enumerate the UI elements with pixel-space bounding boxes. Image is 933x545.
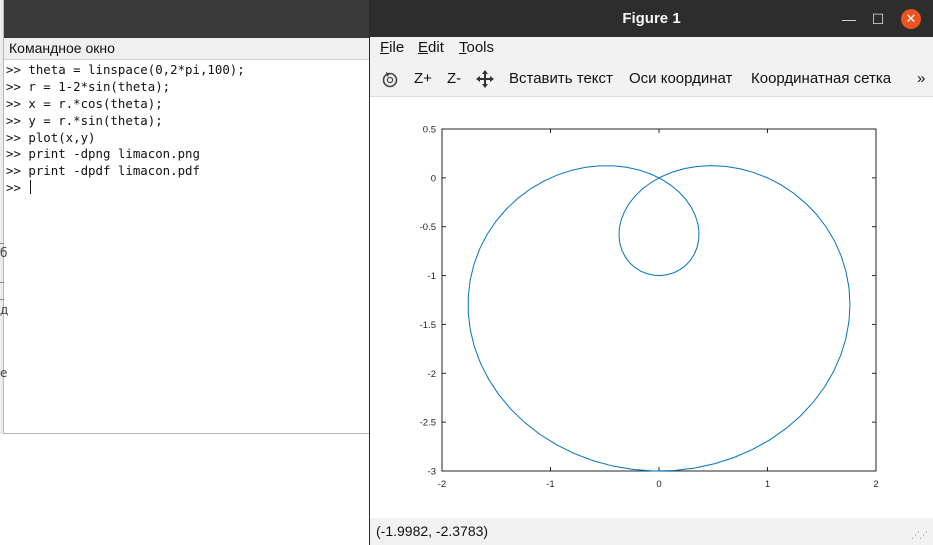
pan-move-icon[interactable] <box>475 69 495 89</box>
y-tick-label: 0.5 <box>423 125 436 136</box>
desktop-background <box>0 434 370 545</box>
background-window-glyph: б <box>0 246 8 260</box>
zoom-out-button[interactable]: Z- <box>447 70 462 87</box>
x-tick-label: 0 <box>656 479 661 490</box>
menu-file[interactable]: File <box>380 39 404 56</box>
y-tick-label: -2 <box>428 369 436 380</box>
zoom-in-button[interactable]: Z+ <box>414 70 432 87</box>
y-tick-label: 0 <box>431 173 436 184</box>
y-tick-label: -1.5 <box>420 320 436 331</box>
maximize-button[interactable]: ☐ <box>871 11 885 27</box>
menu-tools[interactable]: Tools <box>459 39 494 56</box>
plot-canvas[interactable]: -2 -1 0 1 2 0.5 0 -0.5 -1 -1.5 -2 -2.5 -3 <box>370 97 933 518</box>
axes-box <box>441 128 877 472</box>
command-line: >> x = r.*cos(theta); <box>6 95 163 111</box>
background-window-glyph: е <box>0 366 8 380</box>
command-window[interactable]: Командное окно >> theta = linspace(0,2*p… <box>3 0 375 434</box>
command-window-titlebar[interactable] <box>4 0 374 38</box>
command-line: >> print -dpdf limacon.pdf <box>6 163 200 179</box>
menu-accel: T <box>459 39 467 56</box>
y-tick-label: -2.5 <box>420 418 436 429</box>
x-tick-label: -1 <box>546 479 554 490</box>
command-window-title: Командное окно <box>4 38 374 60</box>
status-bar: (-1.9982, -2.3783) ⋰⋰ <box>370 518 933 545</box>
minimize-button[interactable]: — <box>842 11 856 27</box>
menu-label-rest: ools <box>466 39 495 56</box>
background-window-edge <box>0 299 4 300</box>
command-line: >> print -dpng limacon.png <box>6 146 200 162</box>
command-line: >> plot(x,y) <box>6 129 96 145</box>
background-window-edge <box>0 282 4 283</box>
figure-toolbar: Z+ Z- Вставить текст Оси координат Коорд… <box>370 60 933 97</box>
command-prompt: >> <box>6 180 29 196</box>
menu-label-rest: ile <box>389 39 405 56</box>
command-line: >> theta = linspace(0,2*pi,100); <box>6 62 245 77</box>
toggle-grid-button[interactable]: Координатная сетка <box>751 70 892 87</box>
command-input-line[interactable]: >> <box>6 180 366 197</box>
insert-text-button[interactable]: Вставить текст <box>509 70 613 87</box>
x-tick-label: -2 <box>438 479 446 490</box>
y-tick-label: -1 <box>428 271 436 282</box>
menu-bar: File Edit Tools <box>370 37 933 60</box>
y-tick-label: -3 <box>428 467 436 478</box>
resize-grip[interactable]: ⋰⋰ <box>911 530 928 540</box>
command-line: >> y = r.*sin(theta); <box>6 112 163 128</box>
cursor-coordinates: (-1.9982, -2.3783) <box>376 523 489 539</box>
x-tick-label: 1 <box>765 479 770 490</box>
text-cursor <box>30 180 32 195</box>
background-window-edge <box>0 243 4 244</box>
limacon-plot[interactable]: -2 -1 0 1 2 0.5 0 -0.5 -1 -1.5 -2 -2.5 -3 <box>370 97 933 518</box>
background-window-glyph: д <box>0 303 9 317</box>
series-line <box>467 165 851 472</box>
command-history[interactable]: >> theta = linspace(0,2*pi,100); >> r = … <box>6 62 366 197</box>
figure-titlebar[interactable]: Figure 1 — ☐ ✕ <box>370 0 933 37</box>
figure-window[interactable]: Figure 1 — ☐ ✕ File Edit Tools Z+ Z- Вст… <box>369 0 933 545</box>
x-tick-label: 2 <box>873 479 878 490</box>
command-line: >> r = 1-2*sin(theta); <box>6 78 171 94</box>
desktop-background <box>0 0 4 545</box>
close-button[interactable]: ✕ <box>901 9 921 29</box>
y-tick-label: -0.5 <box>420 222 436 233</box>
menu-accel: F <box>380 39 390 56</box>
toggle-axes-button[interactable]: Оси координат <box>629 70 733 87</box>
menu-label-rest: dit <box>428 39 444 56</box>
menu-edit[interactable]: Edit <box>418 39 444 56</box>
rotate-icon[interactable] <box>380 69 400 89</box>
menu-accel: E <box>418 39 429 56</box>
figure-title: Figure 1 <box>622 10 681 27</box>
toolbar-overflow-button[interactable]: » <box>917 70 926 87</box>
